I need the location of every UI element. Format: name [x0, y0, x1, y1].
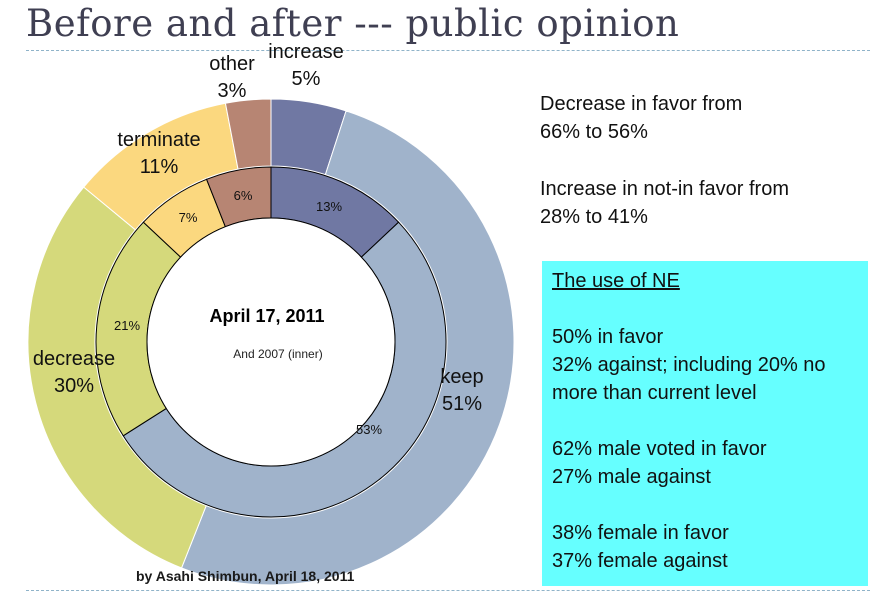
ne-use-box: The use of NE 50% in favor 32% against; …: [542, 261, 868, 586]
outer-ring-labels: increase 5% keep 51% decrease 30% terminate 11%…: [33, 41, 484, 415]
outer-label-terminate: terminate 11%: [117, 129, 200, 178]
chart-center-subtitle: And 2007 (inner): [233, 347, 322, 361]
title-divider: [26, 50, 870, 51]
ne-line: 50% in favor: [552, 326, 664, 348]
ne-line: more than current level: [552, 382, 757, 404]
inner-label-other: 6%: [234, 188, 253, 203]
page-title: Before and after --- public opinion: [26, 2, 680, 45]
outer-label-keep: keep 51%: [440, 366, 483, 415]
not-in-favor-note: Increase in not-in favor from 28% to 41%: [540, 175, 789, 231]
favor-note-line2: 66% to 56%: [540, 121, 648, 143]
ne-line: 62% male voted in favor: [552, 438, 767, 460]
inner-label-terminate: 7%: [179, 210, 198, 225]
outer-slice-other: [224, 98, 272, 170]
not-in-favor-note-line1: Increase in not-in favor from: [540, 178, 789, 200]
chart-source: by Asahi Shimbun, April 18, 2011: [136, 568, 355, 584]
ne-line: 38% female in favor: [552, 522, 729, 544]
not-in-favor-note-line2: 28% to 41%: [540, 206, 648, 228]
ne-line: 32% against; including 20% no: [552, 354, 826, 376]
outer-slice-keep: [180, 110, 515, 586]
ne-line: 27% male against: [552, 466, 711, 488]
donut-chart: April 17, 2011 And 2007 (inner) increase…: [27, 41, 515, 586]
favor-note: Decrease in favor from 66% to 56%: [540, 90, 742, 146]
inner-label-keep: 53%: [356, 422, 382, 437]
inner-label-increase: 13%: [316, 199, 342, 214]
ne-line: 37% female against: [552, 550, 728, 572]
inner-label-decrease: 21%: [114, 318, 140, 333]
outer-label-other: other 3%: [209, 53, 255, 102]
outer-ring-2011: [27, 98, 515, 586]
outer-slice-decrease: [27, 186, 207, 569]
footer-divider: [26, 590, 870, 591]
outer-label-decrease: decrease 30%: [33, 348, 115, 397]
inner-ring-labels: 13% 53% 21% 7% 6%: [114, 188, 382, 437]
donut-center-hole: [146, 217, 396, 467]
inner-ring-2007: [95, 166, 447, 518]
favor-note-line1: Decrease in favor from: [540, 93, 743, 115]
outer-label-increase: increase 5%: [268, 41, 344, 90]
ne-box-heading: The use of NE: [552, 270, 680, 292]
chart-center-title: April 17, 2011: [209, 306, 324, 326]
